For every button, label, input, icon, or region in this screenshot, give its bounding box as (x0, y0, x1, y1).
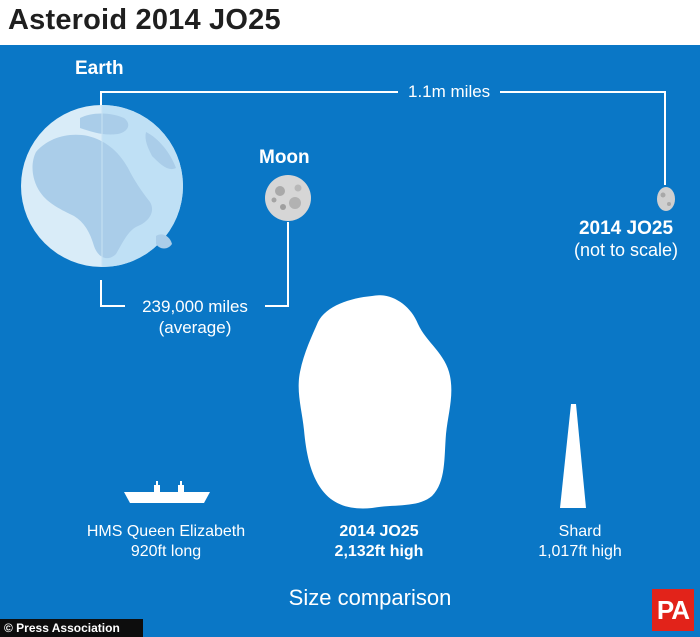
asteroid-size-label: 2014 JO25 2,132ft high (318, 522, 440, 562)
asteroid-scale-note: (not to scale) (573, 240, 679, 260)
press-association-credit: © Press Association (0, 619, 143, 637)
moon-label: Moon (259, 147, 310, 168)
aircraft-carrier-icon (124, 481, 210, 503)
moon-icon (265, 175, 311, 221)
earth-globe-icon (21, 105, 183, 267)
ship-label: HMS Queen Elizabeth 920ft long (66, 522, 266, 562)
asteroid-size: 2,132ft high (334, 543, 424, 560)
earth-asteroid-distance-label: 1.1m miles (398, 81, 501, 102)
asteroid-name-top: 2014 JO25 (578, 218, 674, 239)
small-asteroid-icon (657, 187, 675, 211)
asteroid-silhouette-icon (298, 295, 452, 509)
earth-moon-distance-note: (average) (158, 318, 232, 337)
earth-asteroid-distance-line (100, 91, 666, 185)
earth-moon-distance-value: 239,000 miles (142, 297, 248, 316)
ship-name: HMS Queen Elizabeth (86, 523, 246, 540)
ship-size: 920ft long (130, 543, 202, 560)
shard-building-icon (560, 404, 586, 508)
pa-logo: PA (652, 589, 694, 631)
asteroid-distance-label: 2014 JO25 (not to scale) (552, 218, 700, 261)
asteroid-name: 2014 JO25 (339, 523, 419, 540)
earth-moon-distance-label: 239,000 miles (average) (125, 296, 265, 338)
size-comparison-caption: Size comparison (288, 585, 452, 610)
shard-label: Shard 1,017ft high (520, 522, 640, 562)
shard-name: Shard (558, 523, 602, 540)
shard-size: 1,017ft high (538, 543, 622, 560)
earth-label: Earth (75, 58, 124, 79)
page-title: Asteroid 2014 JO25 (8, 4, 281, 36)
